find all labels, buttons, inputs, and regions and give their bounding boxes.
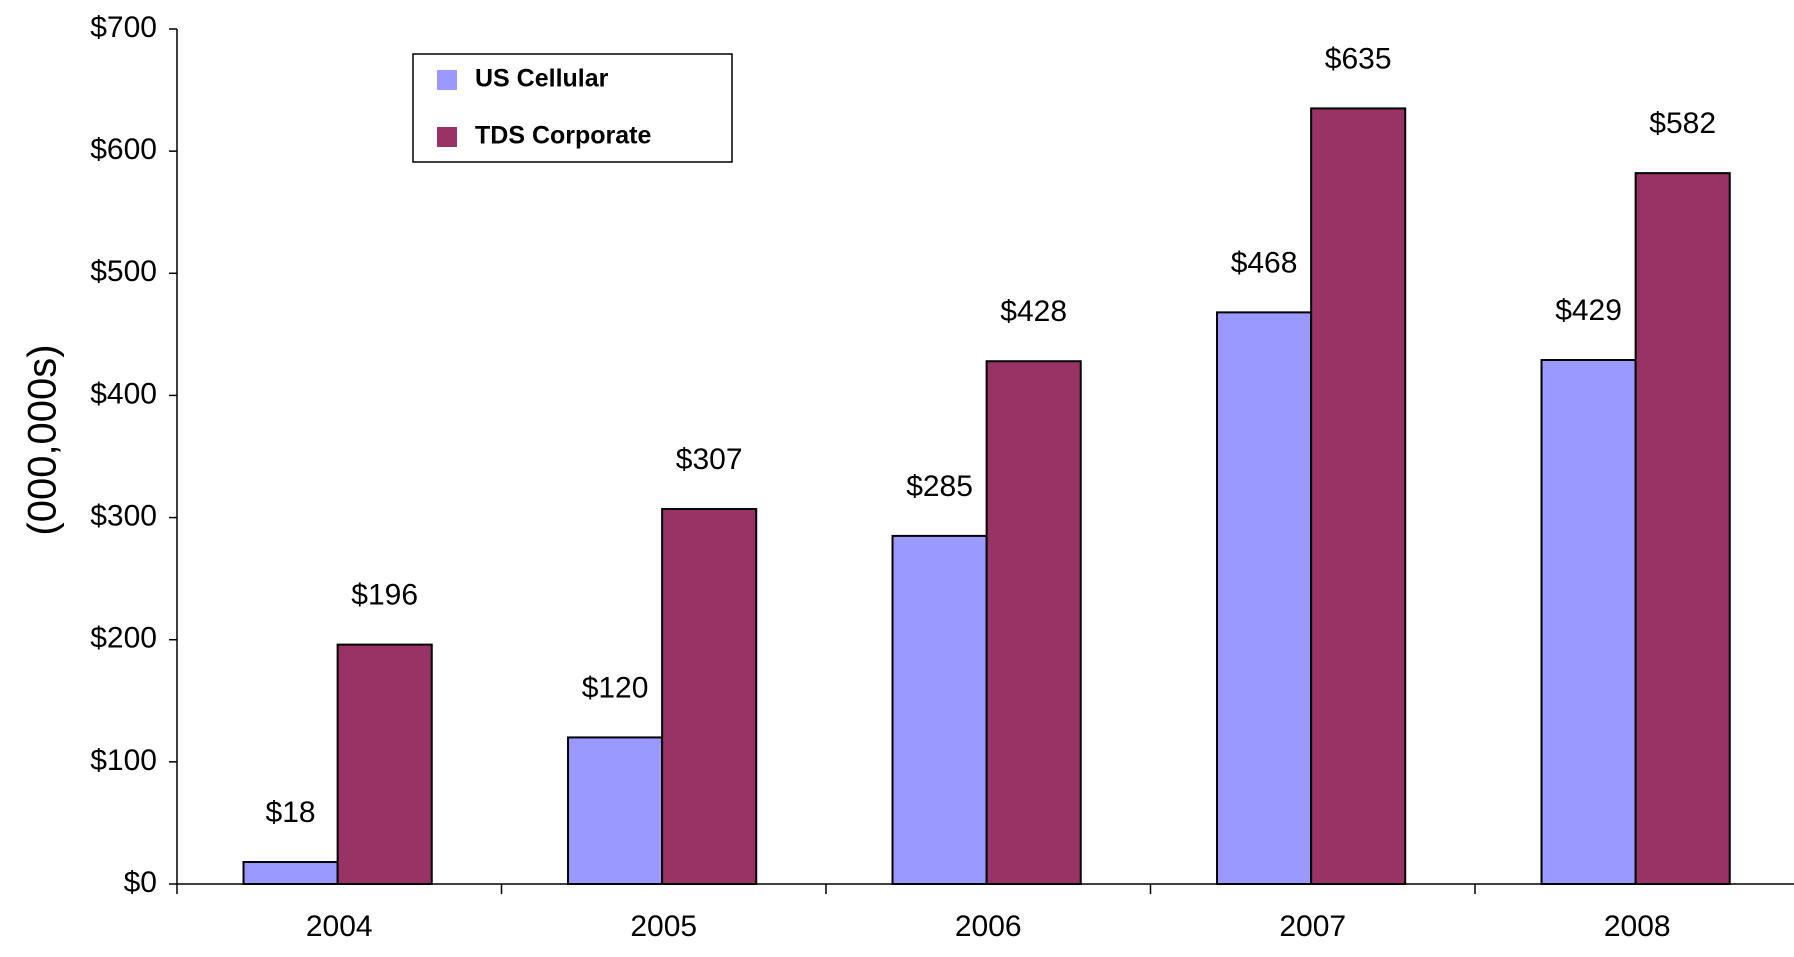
value-label: $285 <box>906 470 973 503</box>
y-tick-label: $600 <box>90 133 157 166</box>
bar <box>891 534 988 886</box>
legend-swatch <box>437 70 457 90</box>
value-label: $635 <box>1325 42 1392 75</box>
legend-label: US Cellular <box>475 65 609 93</box>
value-label: $468 <box>1231 246 1298 279</box>
value-label: $18 <box>266 796 316 829</box>
y-tick-label: $0 <box>124 866 157 899</box>
x-tick-label: 2007 <box>1279 910 1346 943</box>
value-label: $428 <box>1000 295 1067 328</box>
y-tick-label: $300 <box>90 499 157 532</box>
y-tick-label: $100 <box>90 744 157 777</box>
value-label: $307 <box>676 443 743 476</box>
value-label: $429 <box>1555 294 1622 327</box>
x-tick-label: 2004 <box>306 910 373 943</box>
y-tick-label: $500 <box>90 255 157 288</box>
value-label: $196 <box>351 579 418 612</box>
y-tick-label: $700 <box>90 11 157 44</box>
bar <box>1310 107 1407 885</box>
bar <box>242 861 339 885</box>
x-tick-label: 2005 <box>630 910 697 943</box>
y-axis-label: (000,000s) <box>21 344 65 535</box>
bar <box>336 643 433 885</box>
legend <box>412 53 733 163</box>
legend-label: TDS Corporate <box>475 122 652 150</box>
bar <box>1540 359 1637 885</box>
bar <box>567 736 664 886</box>
y-tick-label: $200 <box>90 622 157 655</box>
bar <box>661 508 758 885</box>
y-tick-label: $400 <box>90 377 157 410</box>
bar <box>1216 311 1313 886</box>
legend-swatch <box>437 127 457 147</box>
value-label: $120 <box>582 671 649 704</box>
bar <box>985 360 1082 885</box>
x-tick-label: 2008 <box>1604 910 1671 943</box>
value-label: $582 <box>1649 107 1716 140</box>
x-tick-label: 2006 <box>955 910 1022 943</box>
bar <box>1634 172 1731 885</box>
